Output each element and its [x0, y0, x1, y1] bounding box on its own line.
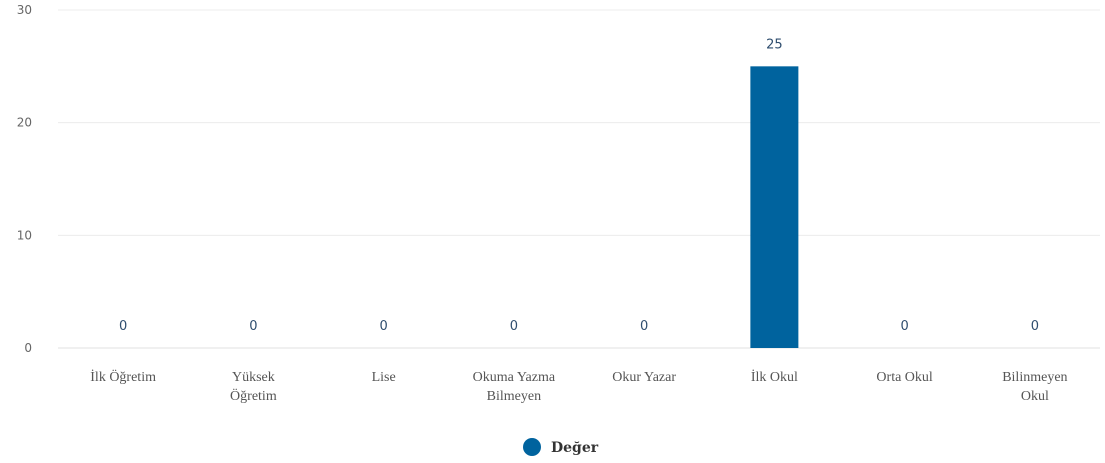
data-label: 0 — [640, 319, 648, 334]
y-tick-label: 20 — [17, 116, 32, 130]
legend[interactable]: Değer — [523, 438, 599, 456]
y-tick-label: 10 — [17, 228, 32, 242]
data-label: 0 — [510, 319, 518, 334]
y-tick-label: 0 — [24, 341, 32, 355]
data-label: 25 — [766, 37, 783, 52]
x-tick-label: Orta Okul — [876, 370, 932, 385]
x-tick-label: Okuma Yazma Bilmeyen — [473, 370, 556, 404]
x-tick-label: Okur Yazar — [612, 370, 676, 385]
data-labels: 0 0 0 0 0 25 0 0 — [119, 37, 1039, 334]
x-tick-label: Bilinmeyen Okul — [1002, 370, 1067, 404]
x-tick-label: İlk Okul — [751, 369, 798, 385]
data-label: 0 — [119, 319, 127, 334]
x-tick-label: Yüksek Öğretim — [230, 370, 277, 404]
x-tick-label: Lise — [372, 370, 396, 385]
grid-lines — [58, 9, 1100, 349]
bars — [750, 66, 799, 348]
data-label: 0 — [379, 319, 387, 334]
legend-marker-icon — [523, 438, 541, 456]
y-tick-label: 30 — [17, 3, 32, 17]
data-label: 0 — [249, 319, 257, 334]
y-axis-ticks: 0 10 20 30 — [17, 3, 32, 355]
bar[interactable] — [750, 66, 799, 348]
data-label: 0 — [900, 319, 908, 334]
legend-label-deger: Değer — [551, 440, 599, 456]
data-label: 0 — [1031, 319, 1039, 334]
x-tick-label: İlk Öğretim — [90, 368, 156, 385]
x-axis-ticks: İlk Öğretim Yüksek Öğretim Lise Okuma Yazma B… — [90, 368, 1067, 404]
